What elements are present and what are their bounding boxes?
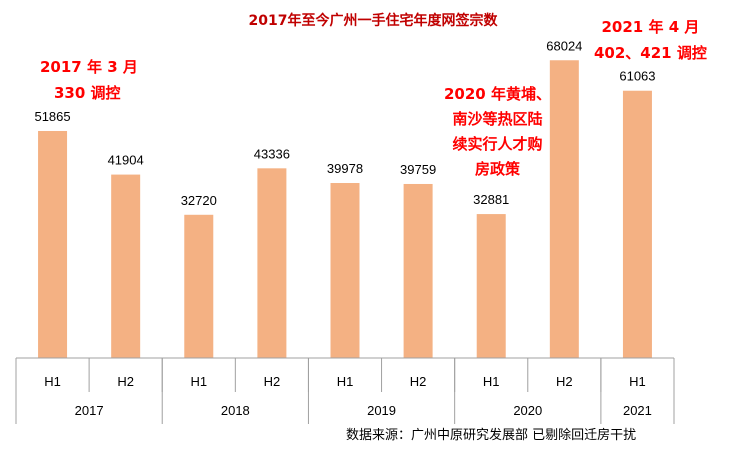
group-label: 2020 [513,403,542,418]
annotation-line: 续实行人才购 [452,135,543,153]
data-label: 41904 [108,153,144,168]
tick-label: H2 [264,374,281,389]
tick-label: H2 [556,374,573,389]
tick-label: H2 [410,374,427,389]
tick-label: H1 [190,374,207,389]
annotation-line: 南沙等热区陆 [452,110,543,128]
bar [403,183,433,358]
data-label: 32881 [473,192,509,207]
data-label: 51865 [34,109,70,124]
annotation-2020: 2020 年黄埔、 南沙等热区陆 续实行人才购 房政策 [444,82,551,182]
annotation-line: 402、421 调控 [594,44,707,62]
data-label: 39759 [400,162,436,177]
tick-label: H2 [117,374,134,389]
annotation-2017: 2017 年 3 月 330 调控 [40,54,138,106]
annotation-line: 2021 年 4 月 [601,18,700,36]
annotation-2021: 2021 年 4 月 402、421 调控 [594,14,707,66]
annotation-line: 房政策 [474,160,520,178]
bar [38,130,68,358]
source-note: 数据来源：广州中原研究发展部 已剔除回迁房干扰 [346,428,637,443]
data-label: 61063 [619,69,655,84]
tick-label: H1 [629,374,646,389]
annotation-line: 2017 年 3 月 [40,58,138,76]
group-label: 2019 [367,403,396,418]
tick-label: H1 [483,374,500,389]
bar [257,168,287,358]
bar [184,214,214,358]
group-label: 2018 [221,403,250,418]
annotation-line: 2020 年黄埔、 [444,85,551,103]
bar [549,60,579,359]
tick-label: H1 [337,374,354,389]
group-label: 2021 [623,403,652,418]
data-label: 68024 [546,38,582,53]
data-label: 39978 [327,161,363,176]
chart-title: 2017年至今广州一手住宅年度网签宗数 [248,13,498,29]
bar [476,214,506,358]
tick-label: H1 [44,374,61,389]
data-label: 43336 [254,146,290,161]
bar [111,174,141,358]
bar [622,90,652,359]
bar [330,183,360,358]
annotation-line: 330 调控 [54,84,121,102]
data-label: 32720 [181,193,217,208]
group-label: 2017 [75,403,104,418]
